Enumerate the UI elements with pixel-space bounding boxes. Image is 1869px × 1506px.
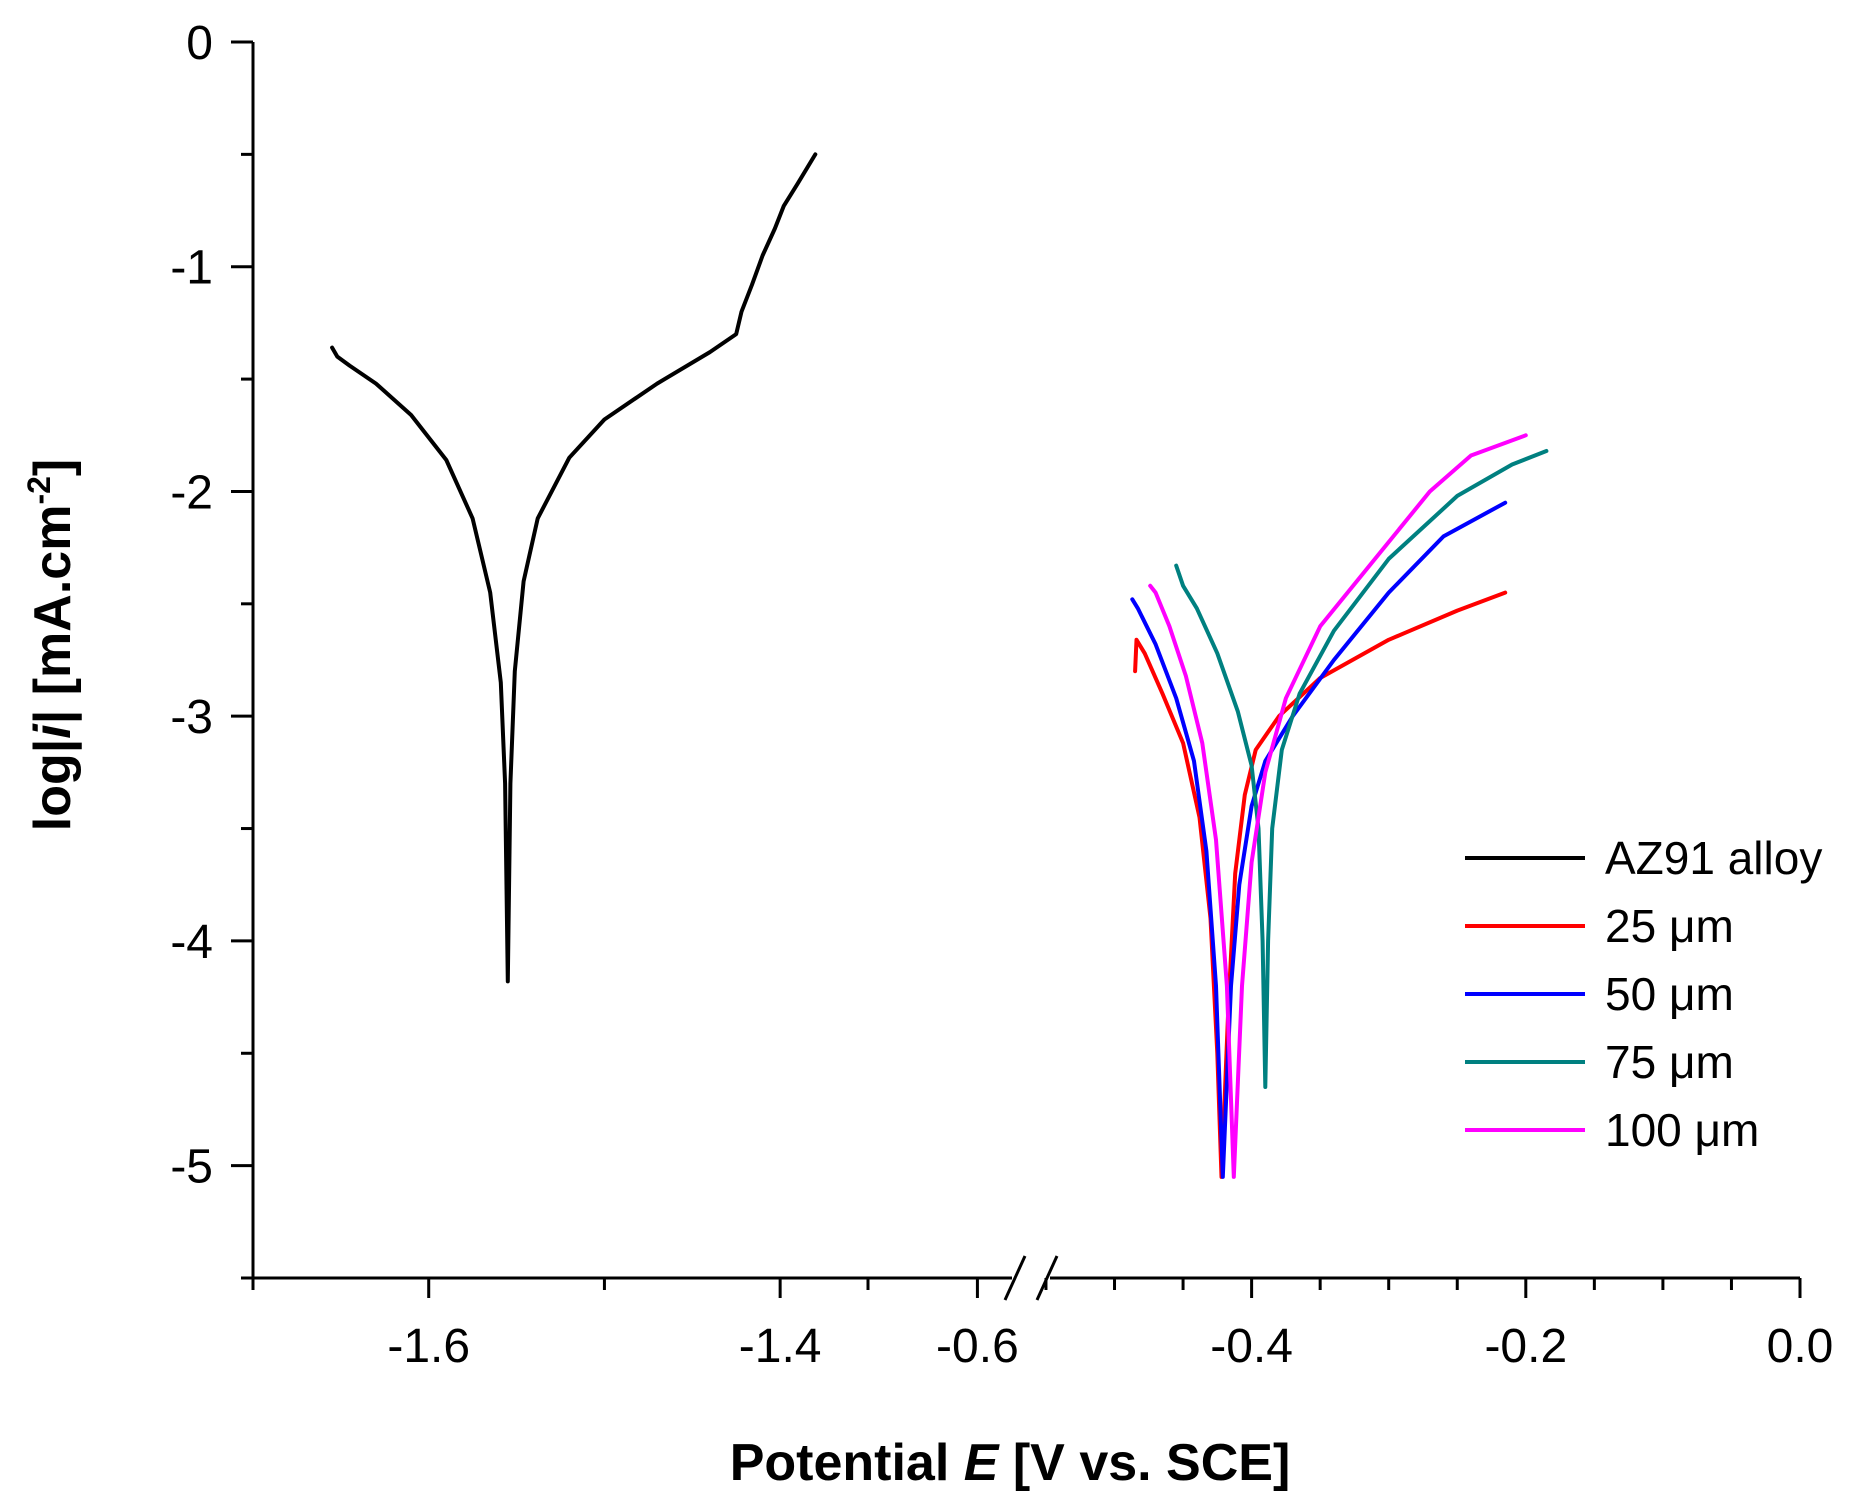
x-tick-label: -0.2 [1484, 1320, 1567, 1373]
y-tick-label: -2 [170, 466, 213, 519]
x-tick-label: 0.0 [1767, 1320, 1834, 1373]
series-line-100-m [1148, 433, 1528, 1179]
y-tick-label: -4 [170, 916, 213, 969]
x-axis-ticks: -1.6 -1.4 -0.6 -0.4 -0.2 0.0 [251, 1278, 1834, 1373]
legend: AZ91 alloy 25 μm 50 μm 75 μm 100 μm [1465, 832, 1822, 1156]
x-tick-label: -0.6 [936, 1320, 1019, 1373]
plot-series [330, 152, 1549, 1179]
y-tick-label: -3 [170, 691, 213, 744]
legend-label: 25 μm [1605, 900, 1734, 952]
axis-break-mark [1003, 1255, 1027, 1301]
series-line-75-m [1174, 449, 1549, 1089]
axes-frame [251, 42, 1800, 1301]
x-tick-label: -1.4 [739, 1320, 822, 1373]
x-tick-label: -0.4 [1210, 1320, 1293, 1373]
series-line-50-m [1130, 500, 1508, 1179]
y-tick-label: 0 [186, 17, 213, 70]
series-line-az91-alloy [330, 152, 818, 984]
y-tick-label: -1 [170, 242, 213, 295]
y-axis-ticks: 0 -1 -2 -3 -4 -5 [170, 17, 253, 1280]
legend-label: 75 μm [1605, 1036, 1734, 1088]
x-axis-title: Potential E [V vs. SCE] [730, 1434, 1291, 1492]
legend-label: AZ91 alloy [1605, 832, 1822, 884]
x-tick-label: -1.6 [387, 1320, 470, 1373]
legend-label: 100 μm [1605, 1104, 1759, 1156]
y-tick-label: -5 [170, 1141, 213, 1194]
y-axis-title: log|i| [mA.cm-2] [21, 459, 82, 831]
legend-label: 50 μm [1605, 968, 1734, 1020]
